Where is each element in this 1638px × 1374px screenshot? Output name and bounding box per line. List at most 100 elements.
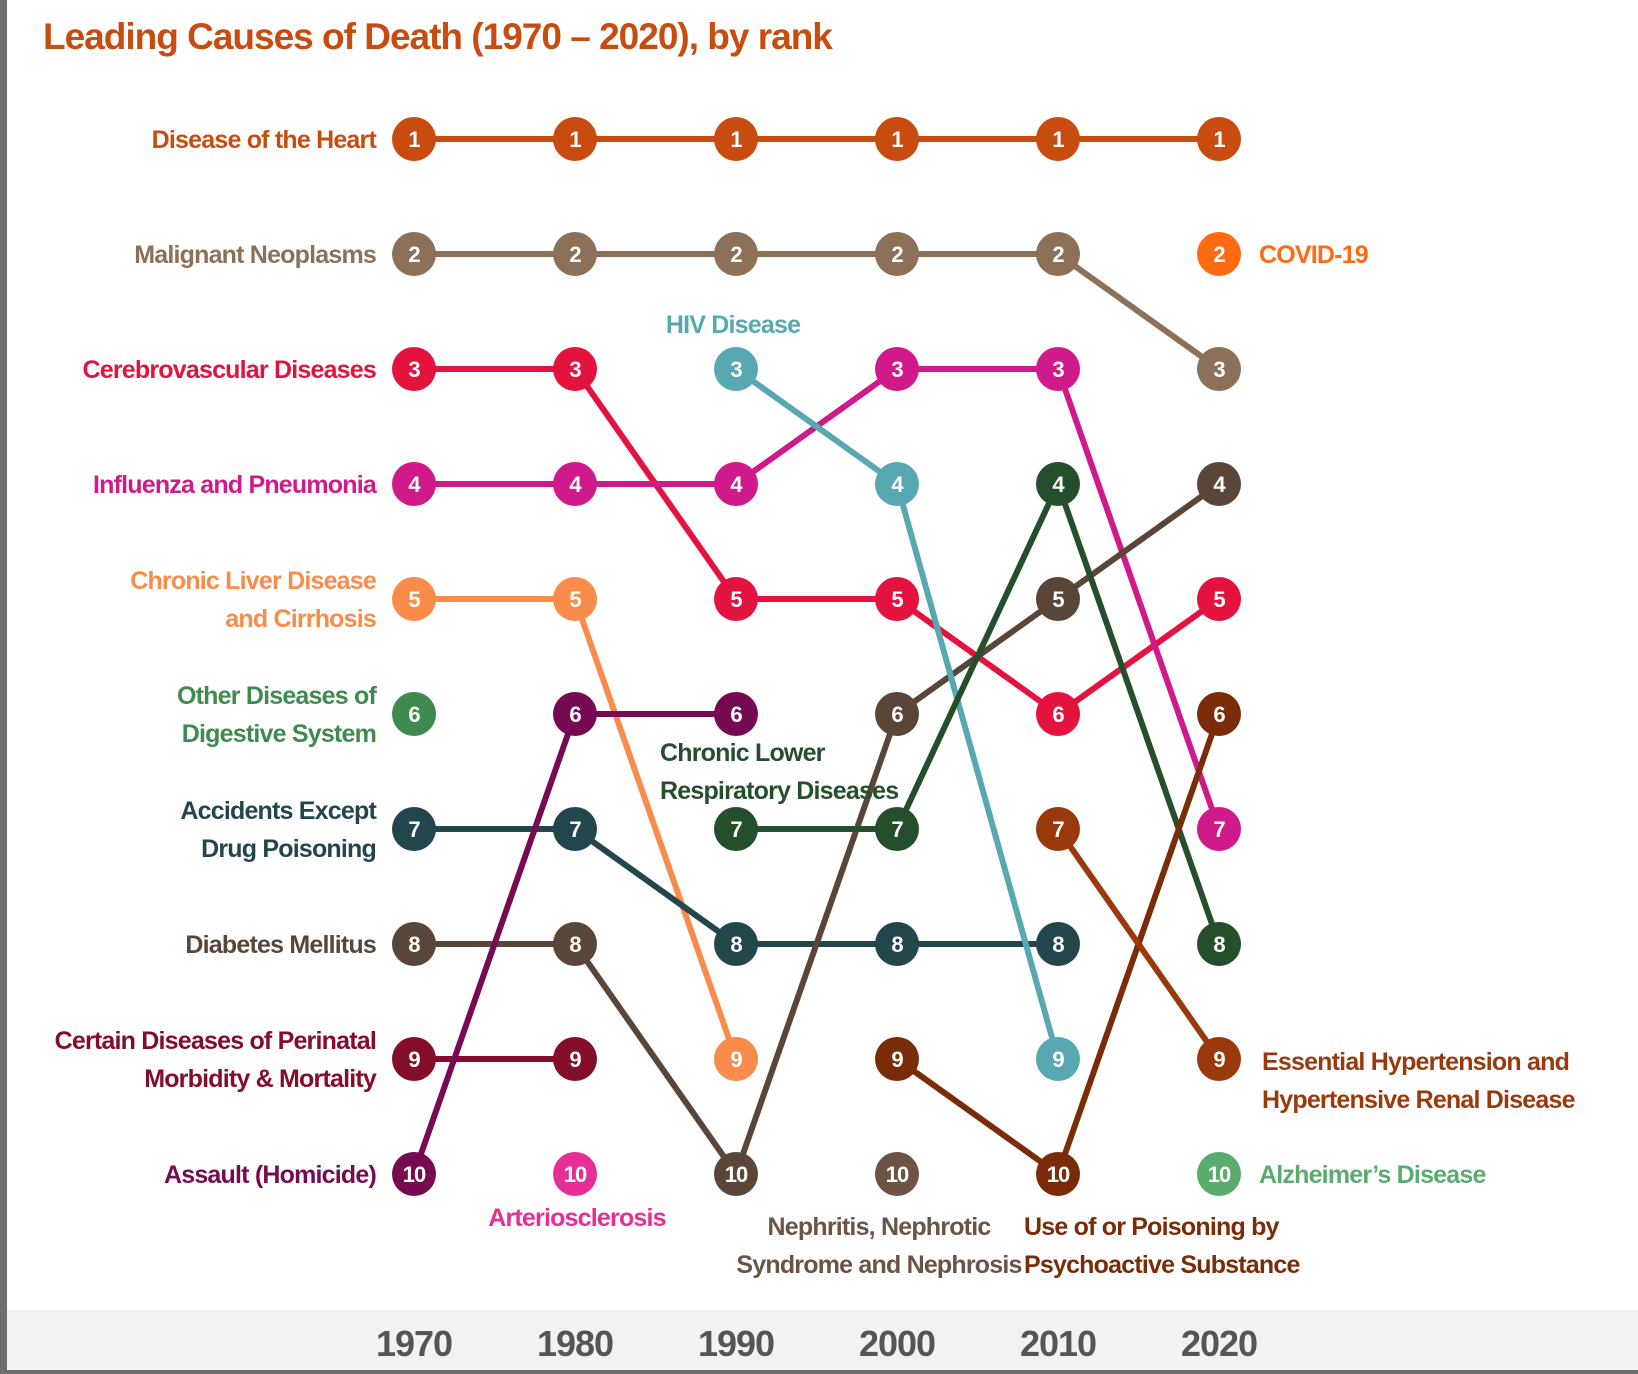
marker-nephritis-nephrotic-syndrome-and-nephrosis-2000: 10 — [875, 1152, 919, 1196]
marker-influenza-and-pneumonia-2020: 7 — [1197, 807, 1241, 851]
rank-label: 7 — [408, 817, 420, 842]
rank-label: 8 — [1052, 932, 1064, 957]
label-accidents-except-drug-poisoning: Accidents Except Drug Poisoning — [180, 797, 378, 863]
rank-label: 4 — [1052, 472, 1065, 497]
label-arteriosclerosis: Arteriosclerosis — [488, 1204, 666, 1232]
line-essential-hypertension-and-hypertensive-renal-disease-2010-2020 — [1055, 826, 1222, 1062]
label-certain-diseases-of-perinatal-morbidity-mortality: Certain Diseases of Perinatal Morbidity &… — [55, 1027, 378, 1093]
rank-label: 9 — [1052, 1047, 1064, 1072]
rank-label: 4 — [730, 472, 743, 497]
series-label-line: Certain Diseases of Perinatal — [55, 1027, 376, 1055]
label-chronic-lower-respiratory-diseases: Chronic Lower Respiratory Diseases — [660, 739, 899, 805]
rank-label: 10 — [1208, 1162, 1231, 1187]
series-lines — [411, 136, 1222, 1177]
rank-label: 2 — [408, 242, 420, 267]
rank-label: 6 — [730, 702, 742, 727]
rank-label: 3 — [1213, 357, 1225, 382]
rank-label: 4 — [891, 472, 904, 497]
marker-cerebrovascular-diseases-1970: 3 — [392, 347, 436, 391]
marker-diabetes-mellitus-1980: 8 — [553, 922, 597, 966]
rank-label: 3 — [1052, 357, 1064, 382]
series-label-line: Other Diseases of — [177, 682, 377, 710]
label-disease-of-the-heart: Disease of the Heart — [152, 126, 379, 154]
rank-label: 3 — [891, 357, 903, 382]
marker-accidents-except-drug-poisoning-2000: 8 — [875, 922, 919, 966]
marker-disease-of-the-heart-1970: 1 — [392, 117, 436, 161]
marker-cerebrovascular-diseases-2020: 5 — [1197, 577, 1241, 621]
marker-essential-hypertension-and-hypertensive-renal-disease-2010: 7 — [1036, 807, 1080, 851]
series-label-line: Chronic Lower — [660, 739, 826, 767]
marker-certain-diseases-of-perinatal-morbidity-mortality-1980: 9 — [553, 1037, 597, 1081]
marker-chronic-lower-respiratory-diseases-2010: 4 — [1036, 462, 1080, 506]
marker-diabetes-mellitus-2020: 4 — [1197, 462, 1241, 506]
line-chronic-liver-disease-and-cirrhosis-1980-1990 — [572, 596, 739, 1062]
rank-label: 8 — [1213, 932, 1225, 957]
line-diabetes-mellitus-1980-1990 — [572, 941, 739, 1177]
series-label-line: Alzheimer’s Disease — [1259, 1161, 1486, 1189]
line-chronic-lower-respiratory-diseases-2000-2010 — [894, 481, 1061, 832]
marker-malignant-neoplasms-2020: 3 — [1197, 347, 1241, 391]
series-label-line: Influenza and Pneumonia — [93, 471, 378, 499]
series-label-line: Nephritis, Nephrotic — [768, 1213, 992, 1241]
rank-label: 6 — [891, 702, 903, 727]
rank-label: 1 — [891, 127, 903, 152]
marker-cerebrovascular-diseases-1990: 5 — [714, 577, 758, 621]
label-diabetes-mellitus: Diabetes Mellitus — [185, 931, 376, 959]
marker-cerebrovascular-diseases-2010: 6 — [1036, 692, 1080, 736]
marker-other-diseases-of-digestive-system-1970: 6 — [392, 692, 436, 736]
rank-label: 6 — [1052, 702, 1064, 727]
series-label-line: Cerebrovascular Diseases — [83, 356, 377, 384]
rank-label: 3 — [569, 357, 581, 382]
line-chronic-lower-respiratory-diseases-2010-2020 — [1055, 481, 1222, 947]
marker-malignant-neoplasms-1970: 2 — [392, 232, 436, 276]
series-label-line: Accidents Except — [180, 797, 377, 825]
rank-label: 7 — [891, 817, 903, 842]
marker-essential-hypertension-and-hypertensive-renal-disease-2020: 9 — [1197, 1037, 1241, 1081]
rank-label: 7 — [1052, 817, 1064, 842]
series-label-line: Respiratory Diseases — [660, 777, 898, 805]
rank-label: 9 — [1213, 1047, 1225, 1072]
year-label-2000: 2000 — [859, 1323, 935, 1364]
marker-chronic-liver-disease-and-cirrhosis-1970: 5 — [392, 577, 436, 621]
rank-label: 6 — [1213, 702, 1225, 727]
series-label-line: Assault (Homicide) — [164, 1161, 377, 1189]
marker-chronic-liver-disease-and-cirrhosis-1990: 9 — [714, 1037, 758, 1081]
marker-accidents-except-drug-poisoning-1990: 8 — [714, 922, 758, 966]
marker-chronic-lower-respiratory-diseases-2020: 8 — [1197, 922, 1241, 966]
marker-influenza-and-pneumonia-1970: 4 — [392, 462, 436, 506]
label-cerebrovascular-diseases: Cerebrovascular Diseases — [83, 356, 377, 384]
series-label-line: Use of or Poisoning by — [1024, 1213, 1280, 1241]
rank-label: 3 — [730, 357, 742, 382]
rank-label: 2 — [1213, 242, 1225, 267]
rank-label: 2 — [569, 242, 581, 267]
label-malignant-neoplasms: Malignant Neoplasms — [134, 241, 377, 269]
marker-arteriosclerosis-1980: 10 — [553, 1152, 597, 1196]
rank-label: 1 — [1213, 127, 1225, 152]
rank-label: 5 — [1213, 587, 1225, 612]
label-hiv-disease: HIV Disease — [666, 311, 802, 339]
rank-label: 10 — [886, 1162, 909, 1187]
year-label-1980: 1980 — [537, 1323, 613, 1364]
marker-malignant-neoplasms-1990: 2 — [714, 232, 758, 276]
marker-malignant-neoplasms-1980: 2 — [553, 232, 597, 276]
series-label-line: Diabetes Mellitus — [185, 931, 376, 959]
rank-label: 3 — [408, 357, 420, 382]
marker-assault-homicide-1990: 6 — [714, 692, 758, 736]
rank-label: 1 — [408, 127, 420, 152]
rank-label: 7 — [1213, 817, 1225, 842]
rank-label: 10 — [564, 1162, 587, 1187]
rank-label: 1 — [1052, 127, 1064, 152]
rank-label: 8 — [408, 932, 420, 957]
rank-label: 8 — [891, 932, 903, 957]
rank-label: 1 — [569, 127, 581, 152]
marker-assault-homicide-1980: 6 — [553, 692, 597, 736]
marker-disease-of-the-heart-1980: 1 — [553, 117, 597, 161]
marker-disease-of-the-heart-2020: 1 — [1197, 117, 1241, 161]
rank-label: 8 — [730, 932, 742, 957]
series-label-line: Syndrome and Nephrosis — [736, 1251, 1021, 1279]
label-nephritis-nephrotic-syndrome-and-nephrosis: Nephritis, Nephrotic Syndrome and Nephros… — [736, 1213, 1022, 1279]
rank-label: 10 — [725, 1162, 748, 1187]
x-axis-years: 1970 1980 1990 2000 2010 2020 — [376, 1323, 1258, 1364]
rank-label: 4 — [1213, 472, 1226, 497]
marker-hiv-disease-2010: 9 — [1036, 1037, 1080, 1081]
